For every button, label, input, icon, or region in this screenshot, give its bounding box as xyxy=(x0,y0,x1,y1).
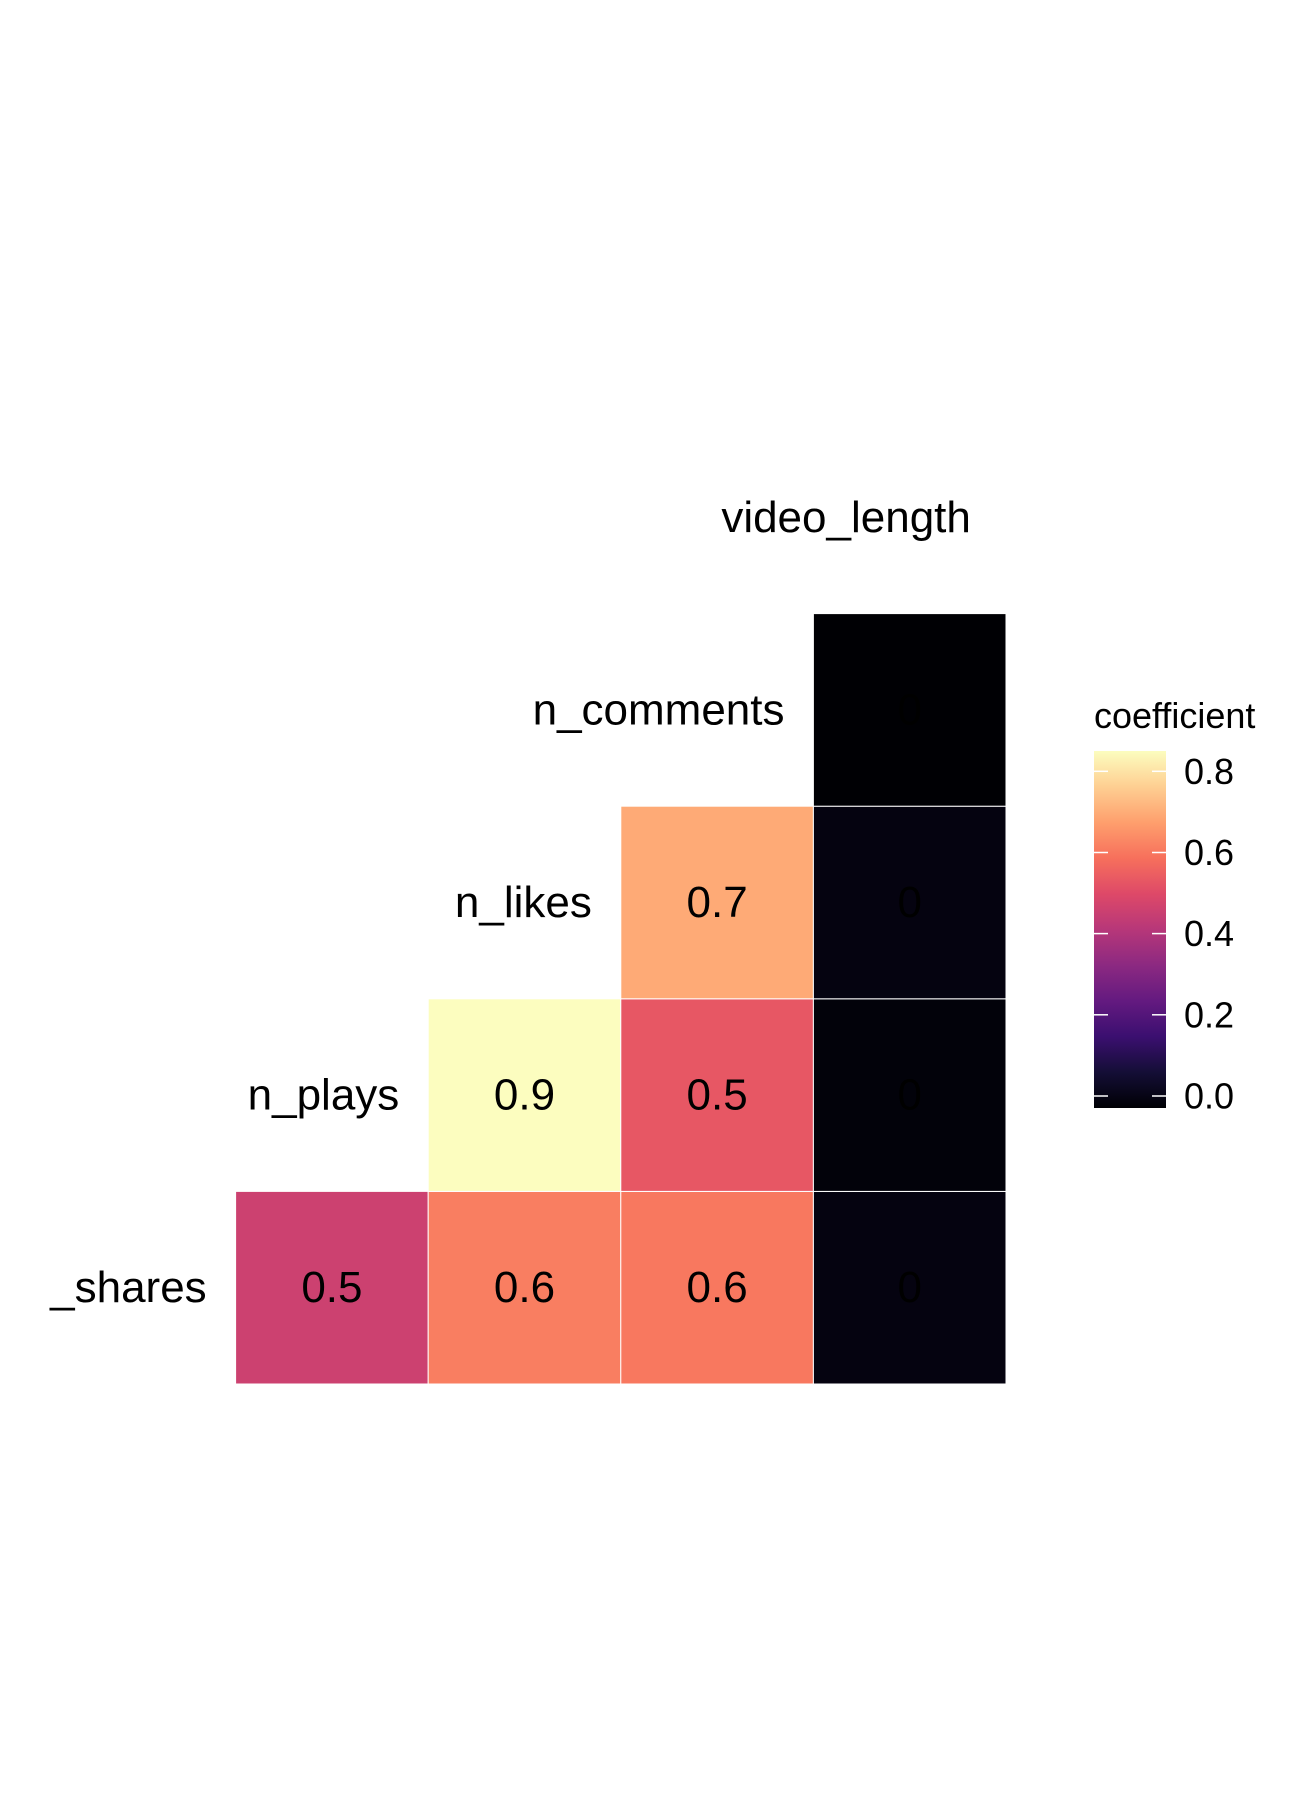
heatmap-cell-label: 0 xyxy=(897,878,921,927)
legend-colorbar xyxy=(1094,751,1166,1108)
heatmap-cell xyxy=(812,613,1007,807)
heatmap-cell xyxy=(620,998,814,1192)
heatmap-cell-label: 0.9 xyxy=(494,1071,555,1120)
heatmap-cell xyxy=(620,805,814,1000)
heatmap-cell-label: 0.6 xyxy=(687,1263,748,1312)
variable-label: video_length xyxy=(721,493,971,542)
variable-labels: _shares n_plays n_likes n_comments video_len… xyxy=(49,493,971,1312)
heatmap-cell xyxy=(812,998,1007,1192)
heatmap-cell xyxy=(620,1190,814,1385)
heatmap-cells xyxy=(235,613,1007,1385)
heatmap-cell-label: 0.5 xyxy=(687,1071,748,1120)
heatmap-cell xyxy=(812,805,1007,1000)
color-legend: coefficient 0.0 0.2 0.4 0.6 0.8 xyxy=(1094,695,1255,1117)
heatmap-cell xyxy=(812,1190,1007,1385)
legend-tick-label: 0.6 xyxy=(1184,832,1234,873)
heatmap-cell-label: 0 xyxy=(897,1071,921,1120)
legend-tick-label: 0.8 xyxy=(1184,751,1234,792)
legend-title: coefficient xyxy=(1094,695,1255,736)
heatmap-cell-label: 0 xyxy=(897,1263,921,1312)
legend-tick-label: 0.0 xyxy=(1184,1076,1234,1117)
variable-label: n_plays xyxy=(248,1071,400,1120)
heatmap-cell-labels: 0.5 0.6 0.6 0 0.9 0.5 0 0.7 0 0 xyxy=(301,685,922,1312)
heatmap-cell-label: 0.7 xyxy=(687,878,748,927)
heatmap-cell-label: 0.6 xyxy=(494,1263,555,1312)
legend-ticks: 0.0 0.2 0.4 0.6 0.8 xyxy=(1094,751,1234,1117)
legend-tick-label: 0.2 xyxy=(1184,994,1234,1035)
variable-label: _shares xyxy=(49,1263,207,1312)
legend-tick-label: 0.4 xyxy=(1184,913,1234,954)
heatmap-cell-label: 0 xyxy=(897,685,921,734)
heatmap-cell xyxy=(235,1190,429,1385)
variable-label: n_comments xyxy=(533,685,785,734)
heatmap-cell-label: 0.5 xyxy=(301,1263,362,1312)
heatmap-cell xyxy=(427,998,622,1192)
variable-label: n_likes xyxy=(455,878,592,927)
